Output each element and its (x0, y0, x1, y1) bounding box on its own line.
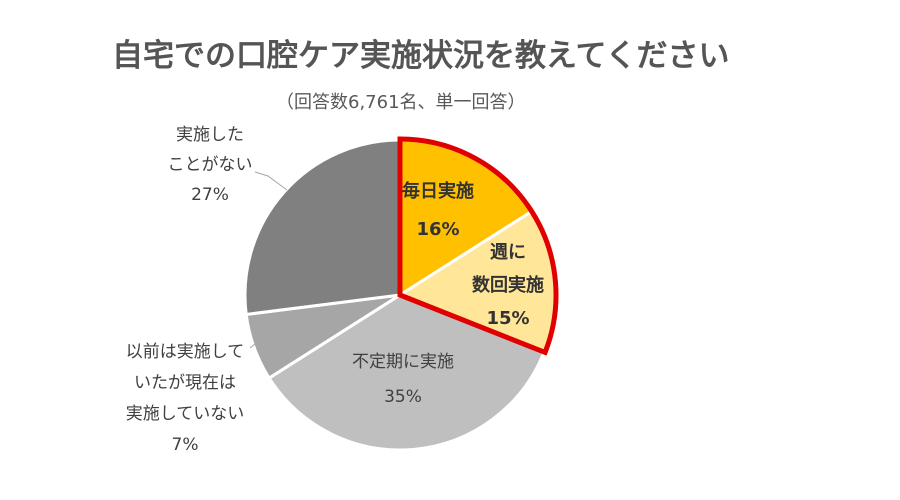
slice-percent-weekly: 15% (486, 308, 529, 329)
slice-name-stopped: 実施していない (126, 404, 245, 424)
leader-line-never (254, 171, 288, 191)
slice-name-stopped: 以前は実施して (126, 342, 245, 362)
pie-slices (243, 138, 557, 452)
slice-name-weekly: 数回実施 (472, 274, 544, 296)
slice-percent-stopped: 7% (172, 435, 199, 455)
slice-name-weekly: 週に (490, 242, 526, 263)
leader-line-stopped (249, 334, 267, 349)
slice-name-never: ことがない (168, 155, 253, 175)
pie-slice-irregular (267, 293, 547, 452)
slice-label-stopped: 以前は実施していたが現在は実施していない 7% (126, 342, 245, 455)
slice-name-daily: 毎日実施 (402, 180, 474, 202)
slice-percent-never: 27% (191, 185, 229, 205)
slice-percent-daily: 16% (416, 219, 459, 240)
chart-title: 自宅での口腔ケア実施状況を教えてください (112, 38, 730, 74)
slice-label-never: 実施したことがない 27% (168, 125, 253, 205)
slice-percent-irregular: 35% (384, 387, 422, 407)
slice-name-irregular: 不定期に実施 (352, 352, 454, 372)
chart-subtitle: （回答数6,761名、単一回答） (276, 92, 526, 113)
slice-labels: 毎日実施 16%週に数回実施 15%不定期に実施 35%以前は実施していたが現在は実施… (126, 125, 544, 455)
slice-label-daily: 毎日実施 16% (402, 180, 474, 240)
slice-label-weekly: 週に数回実施 15% (472, 242, 544, 329)
slice-label-irregular: 不定期に実施 35% (352, 352, 454, 407)
slice-name-never: 実施した (176, 125, 244, 145)
slice-name-stopped: いたが現在は (134, 373, 236, 393)
highlight-outline-path (397, 136, 559, 356)
highlight-outline (397, 136, 559, 356)
pie-slice-never (243, 138, 402, 317)
leader-lines (249, 171, 288, 349)
